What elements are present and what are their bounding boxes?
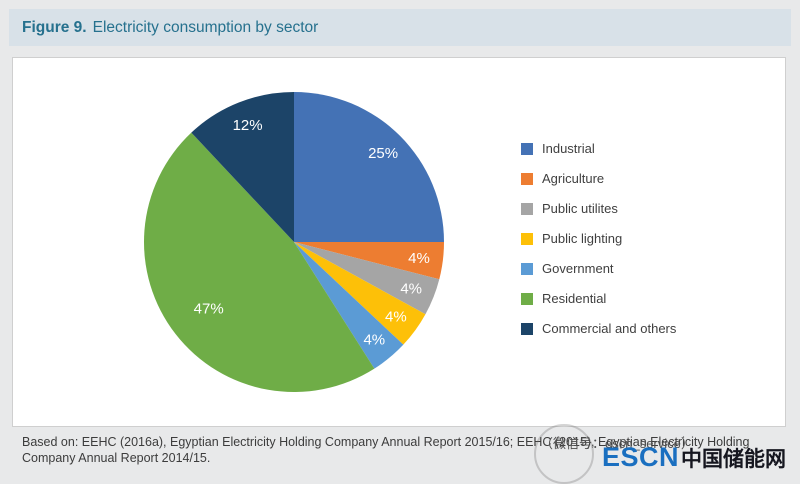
legend-swatch-government <box>521 262 533 275</box>
legend-label-agriculture: Agriculture <box>542 171 605 186</box>
pie-label-public-lighting: 4% <box>385 308 407 325</box>
pie-slice-residential <box>143 132 375 393</box>
pie-slice-commercial-and-others <box>191 92 294 242</box>
figure-label: Figure 9. <box>22 18 87 36</box>
wechat-watermark: （微信号：escn_service） <box>540 436 694 451</box>
legend-item-residential: Residential <box>521 291 676 306</box>
legend-swatch-commercial-and-others <box>521 322 533 335</box>
figure-title: Electricity consumption by sector <box>92 18 319 36</box>
escn-logo-en: ESCN <box>601 442 679 472</box>
legend-swatch-public-lighting <box>521 232 533 245</box>
pie-slice-public-lighting <box>294 242 426 345</box>
legend-item-agriculture: Agriculture <box>521 171 676 186</box>
pie-chart-svg: 25%4%4%4%4%47%12% <box>143 92 444 393</box>
escn-logo-cn: 中国储能网 <box>681 448 786 471</box>
legend-swatch-agriculture <box>521 172 533 185</box>
legend-item-public-utilites: Public utilites <box>521 201 676 216</box>
chart-legend: Industrial Agriculture Public utilites Publ… <box>521 141 676 336</box>
source-caption: Based on: EEHC (2016a), Egyptian Electri… <box>22 434 790 466</box>
pie-label-agriculture: 4% <box>408 250 430 267</box>
escn-logo: ESCN 中国储能网 <box>602 442 786 473</box>
pie-label-commercial-and-others: 12% <box>233 117 263 134</box>
pie-label-public-utilites: 4% <box>400 281 422 298</box>
pie-label-residential: 47% <box>194 300 224 317</box>
caption-line1: Based on: EEHC (2016a), Egyptian Electri… <box>22 435 750 449</box>
legend-swatch-public-utilites <box>521 202 533 215</box>
pie-label-government: 4% <box>363 331 385 348</box>
legend-label-government: Government <box>542 261 614 276</box>
legend-swatch-industrial <box>521 142 533 155</box>
legend-item-industrial: Industrial <box>521 141 676 156</box>
legend-label-public-utilites: Public utilites <box>542 201 618 216</box>
legend-label-public-lighting: Public lighting <box>542 231 623 246</box>
legend-label-residential: Residential <box>542 291 607 306</box>
legend-label-industrial: Industrial <box>542 141 595 156</box>
legend-item-government: Government <box>521 261 676 276</box>
figure-header: Figure 9. Electricity consumption by sec… <box>9 9 791 46</box>
legend-item-commercial-and-others: Commercial and others <box>521 321 676 336</box>
pie-label-industrial: 25% <box>368 145 398 162</box>
pie-slice-public-utilites <box>294 242 440 315</box>
pie-slice-agriculture <box>294 242 444 280</box>
pie-slice-government <box>294 242 404 369</box>
legend-item-public-lighting: Public lighting <box>521 231 676 246</box>
pie-slice-industrial <box>294 92 444 242</box>
legend-label-commercial-and-others: Commercial and others <box>542 321 677 336</box>
legend-swatch-residential <box>521 292 533 305</box>
chart-panel: 25% 4% 4% 4% 4% 47% 12% Industrial Agriculture P… <box>12 57 786 427</box>
caption-line2: Company Annual Report 2014/15. <box>22 451 211 465</box>
